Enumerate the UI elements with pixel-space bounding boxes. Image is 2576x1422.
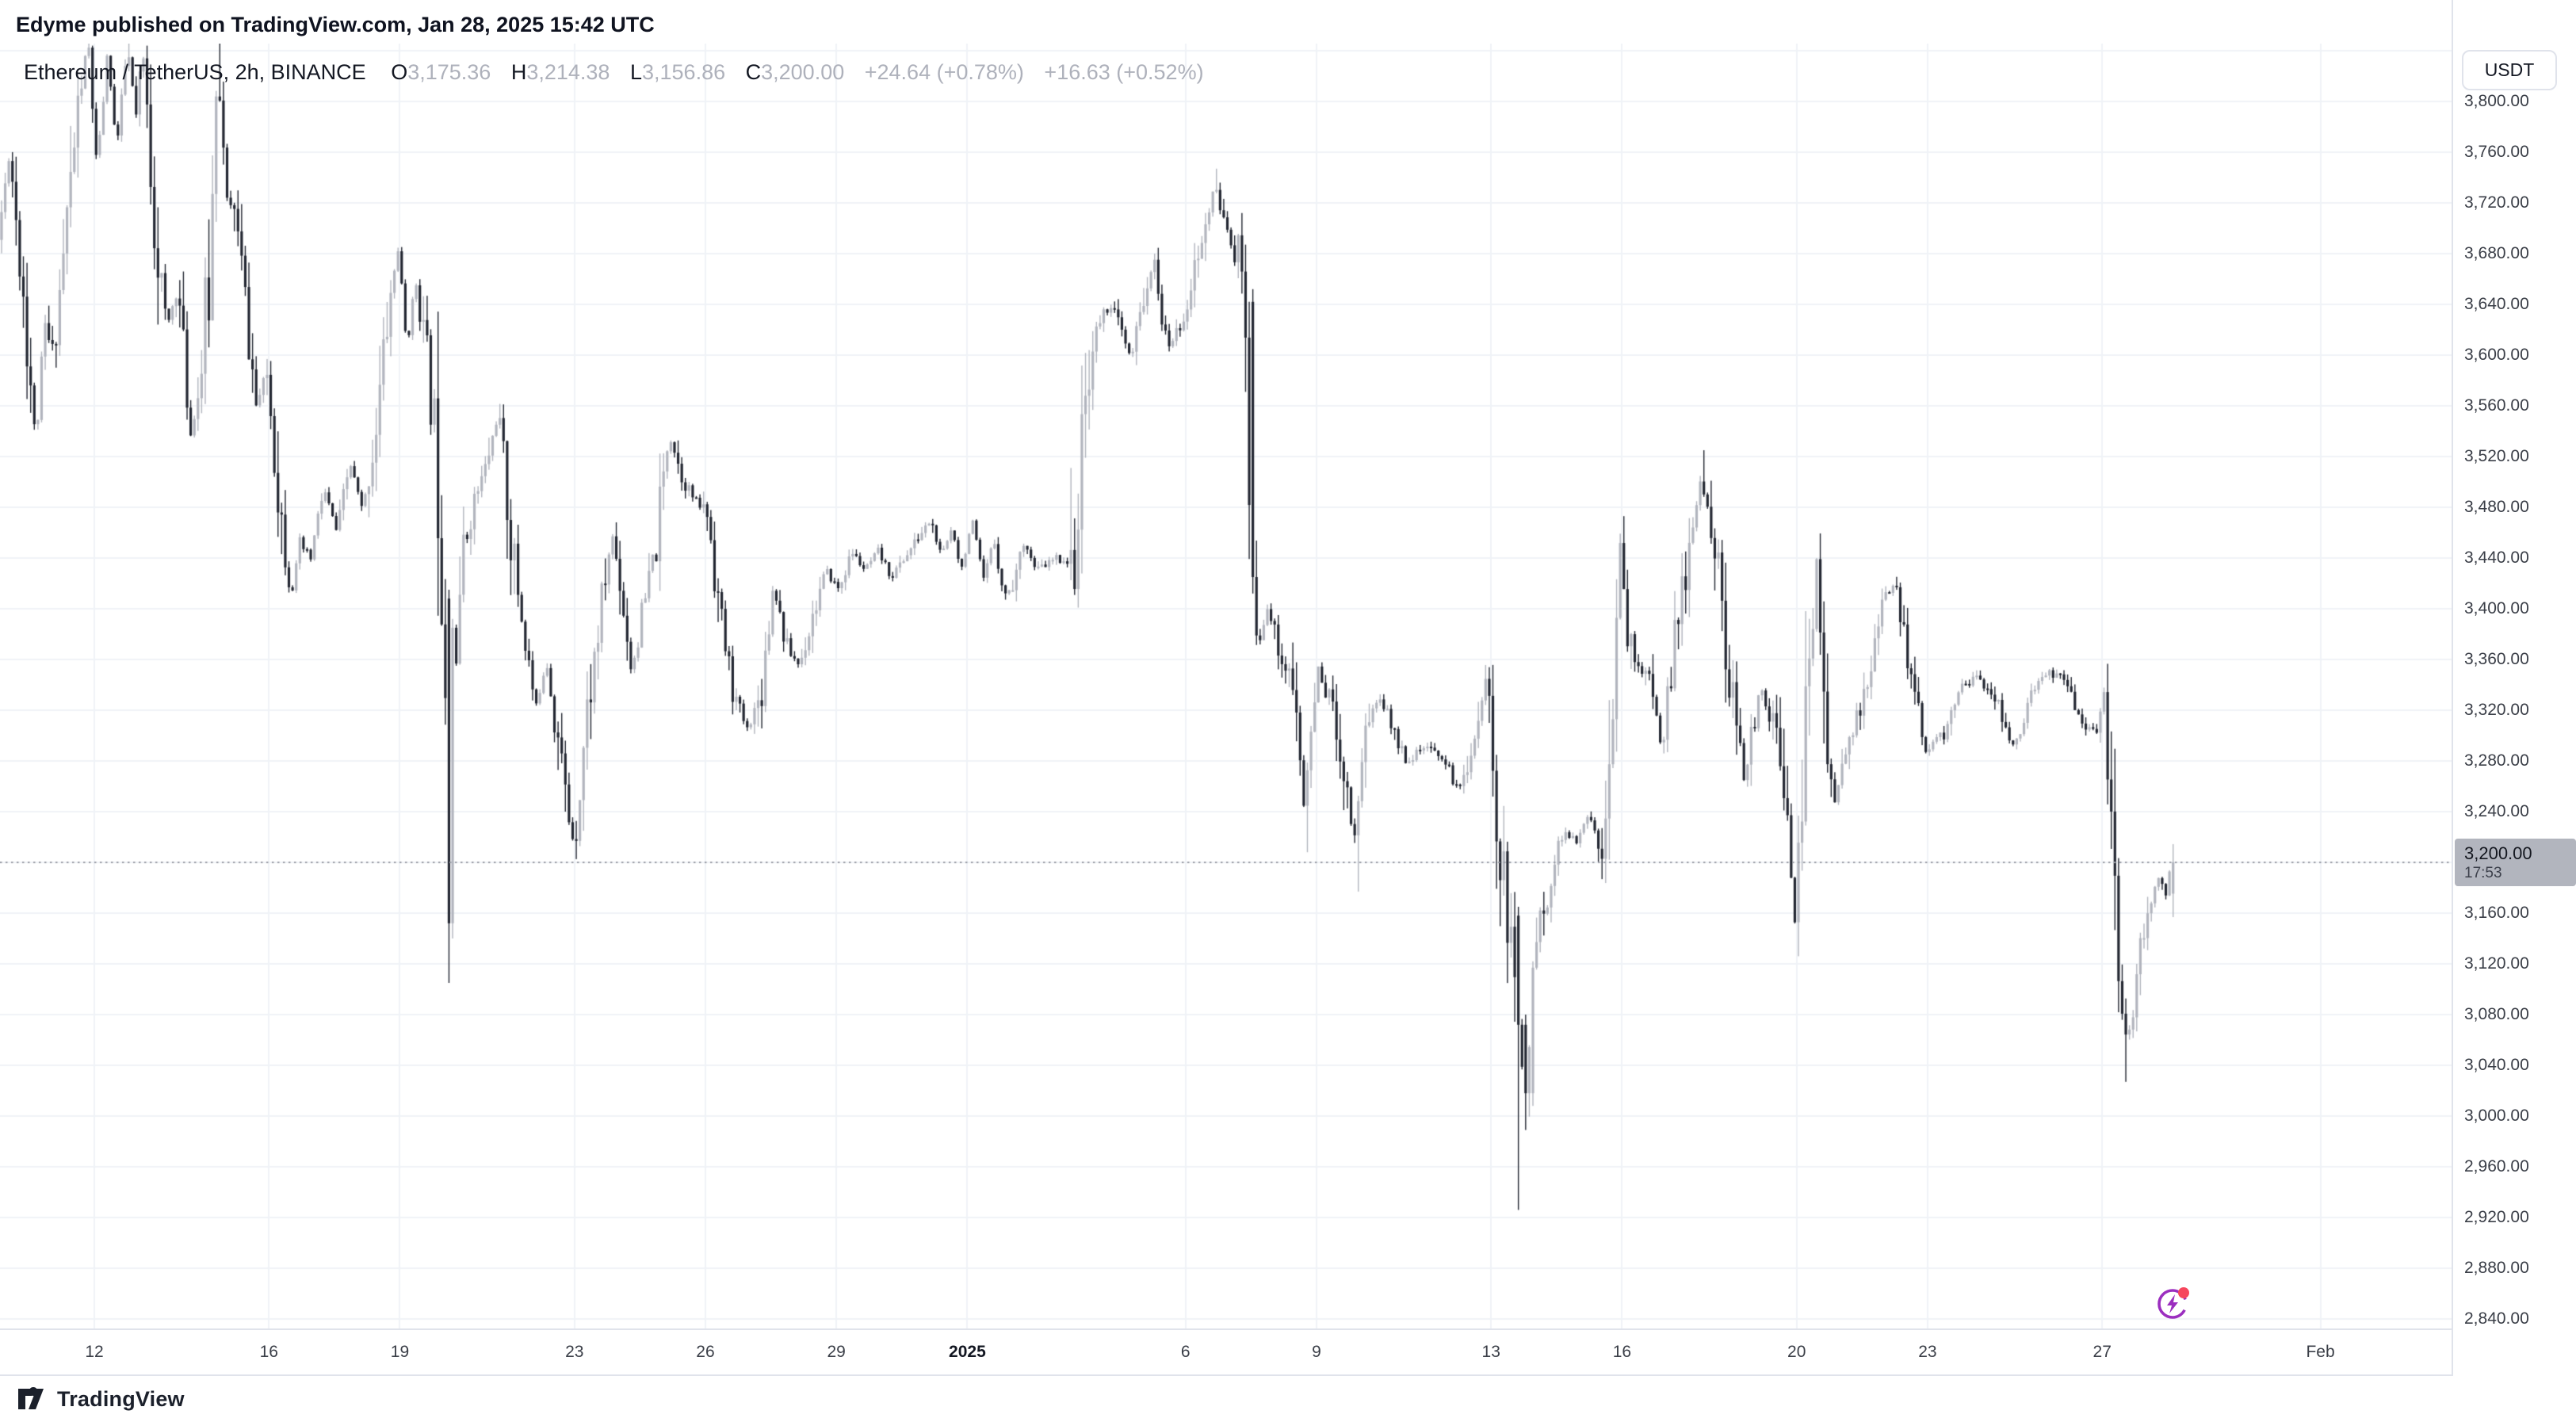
price-axis-label: 3,240.00 (2464, 802, 2529, 821)
price-axis-label: 2,840.00 (2464, 1309, 2529, 1328)
close-label: C (746, 60, 762, 84)
change-bar: +24.64 (+0.78%) (865, 60, 1024, 84)
price-axis[interactable]: USDT 3,800.00 3,760.00 3,720.00 3,680.00 3,6… (2452, 0, 2576, 1376)
open-value: 3,175.36 (407, 60, 491, 84)
price-axis-label: 3,080.00 (2464, 1005, 2529, 1024)
time-axis-label: 20 (1787, 1343, 1806, 1362)
currency-toggle-button[interactable]: USDT (2462, 50, 2557, 90)
price-axis-label: 3,640.00 (2464, 295, 2529, 314)
high-label: H (511, 60, 527, 84)
candlestick-chart[interactable] (0, 44, 2452, 1328)
lightning-glyph (2167, 1294, 2178, 1313)
price-axis-label: 2,920.00 (2464, 1208, 2529, 1227)
time-axis-label: 23 (565, 1343, 583, 1362)
time-axis[interactable]: 12 16 19 23 26 29 2025 6 9 13 16 20 23 27 Feb (0, 1328, 2576, 1376)
attribution-text: Edyme published on TradingView.com, Jan … (16, 13, 655, 37)
price-axis-label: 2,880.00 (2464, 1259, 2529, 1278)
time-axis-label: Feb (2306, 1343, 2334, 1362)
time-axis-label: 6 (1181, 1343, 1191, 1362)
symbol-legend: Ethereum / TetherUS, 2h, BINANCE O3,175.… (24, 60, 1204, 85)
tradingview-logo-mark (17, 1387, 48, 1411)
time-axis-label: 26 (696, 1343, 714, 1362)
close-value: 3,200.00 (761, 60, 844, 84)
ohlc-values: O3,175.36 H3,214.38 L3,156.86 C3,200.00 (376, 60, 850, 84)
current-price-label: 3,200.00 17:53 (2455, 839, 2576, 886)
price-axis-label: 3,480.00 (2464, 498, 2529, 517)
notification-dot (2178, 1287, 2189, 1298)
time-axis-label: 16 (260, 1343, 278, 1362)
price-axis-label: 3,440.00 (2464, 549, 2529, 568)
events-lightning-icon[interactable] (2153, 1282, 2194, 1324)
price-axis-label: 3,520.00 (2464, 447, 2529, 466)
low-label: L (630, 60, 642, 84)
symbol-title[interactable]: Ethereum / TetherUS, 2h, BINANCE (24, 60, 366, 84)
open-label: O (391, 60, 407, 84)
time-axis-label: 27 (2093, 1343, 2112, 1362)
time-axis-label: 2025 (949, 1343, 986, 1362)
tradingview-logo-text: TradingView (57, 1387, 185, 1412)
price-axis-label: 3,040.00 (2464, 1056, 2529, 1075)
high-value: 3,214.38 (526, 60, 610, 84)
price-axis-label: 3,320.00 (2464, 701, 2529, 720)
price-axis-label: 3,280.00 (2464, 751, 2529, 770)
price-axis-label: 3,560.00 (2464, 396, 2529, 415)
change-session: +16.63 (+0.52%) (1044, 60, 1203, 84)
time-axis-label: 9 (1312, 1343, 1321, 1362)
price-axis-label: 3,600.00 (2464, 346, 2529, 365)
price-axis-label: 3,800.00 (2464, 92, 2529, 111)
time-axis-label: 16 (1613, 1343, 1631, 1362)
time-axis-label: 12 (85, 1343, 103, 1362)
time-axis-label: 13 (1482, 1343, 1500, 1362)
price-axis-label: 3,160.00 (2464, 904, 2529, 923)
price-axis-label: 3,680.00 (2464, 244, 2529, 263)
price-axis-label: 3,120.00 (2464, 954, 2529, 973)
low-value: 3,156.86 (642, 60, 725, 84)
tradingview-logo[interactable]: TradingView (17, 1387, 185, 1412)
price-axis-label: 3,000.00 (2464, 1107, 2529, 1126)
price-axis-label: 2,960.00 (2464, 1157, 2529, 1176)
time-axis-label: 29 (827, 1343, 846, 1362)
time-axis-label: 19 (391, 1343, 409, 1362)
time-axis-label: 23 (1918, 1343, 1936, 1362)
bar-countdown: 17:53 (2464, 864, 2576, 882)
price-axis-label: 3,760.00 (2464, 143, 2529, 162)
bottom-bar: TradingView (0, 1376, 2576, 1422)
price-axis-label: 3,400.00 (2464, 599, 2529, 618)
current-price-value: 3,200.00 (2464, 843, 2576, 864)
price-axis-label: 3,720.00 (2464, 193, 2529, 212)
price-axis-label: 3,360.00 (2464, 650, 2529, 669)
